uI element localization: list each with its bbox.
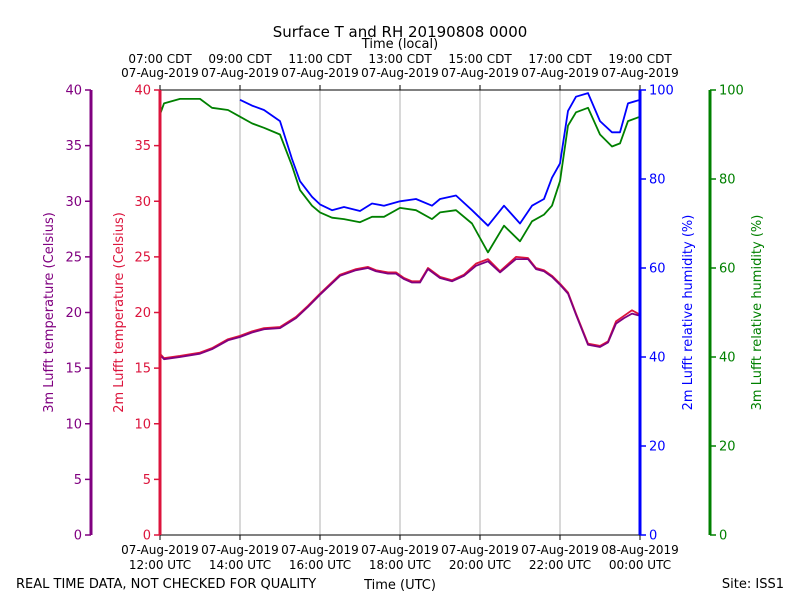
t2m-axis-tick-label: 40 — [134, 84, 151, 99]
x-tick-label-utc-time: 16:00 UTC — [289, 558, 351, 572]
rh2m-axis-tick-label: 40 — [649, 351, 666, 366]
chart-title: Surface T and RH 20190808 0000 — [273, 23, 528, 41]
quality-disclaimer: REAL TIME DATA, NOT CHECKED FOR QUALITY — [16, 577, 316, 592]
t2m-axis-tick-label: 5 — [143, 473, 151, 488]
x-tick-label-utc-date: 07-Aug-2019 — [121, 543, 199, 557]
x-tick-label-local-time: 07:00 CDT — [128, 52, 192, 66]
x-tick-label-local-date: 07-Aug-2019 — [441, 66, 519, 80]
series-line-t3m — [160, 258, 640, 361]
t3m-axis-tick-label: 5 — [74, 473, 82, 488]
x-tick-label-local-time: 15:00 CDT — [448, 52, 512, 66]
x-tick-label-local-date: 07-Aug-2019 — [281, 66, 359, 80]
bottom-axis-label: Time (UTC) — [363, 578, 436, 593]
x-tick-label-utc-time: 14:00 UTC — [209, 558, 271, 572]
rh3m-axis-tick-label: 60 — [719, 262, 736, 277]
rh2m-axis-tick-label: 80 — [649, 173, 666, 188]
t3m-axis-tick-label: 40 — [65, 84, 82, 99]
t2m-axis-tick-label: 10 — [134, 417, 151, 432]
x-tick-label-utc-date: 07-Aug-2019 — [361, 543, 439, 557]
rh3m-axis-tick-label: 80 — [719, 173, 736, 188]
rh3m-axis-label: 3m Lufft relative humidity (%) — [750, 215, 765, 411]
x-tick-label-local-time: 13:00 CDT — [368, 52, 432, 66]
t2m-axis-label: 2m Lufft temperature (Celsius) — [112, 212, 127, 413]
t3m-axis-tick-label: 35 — [65, 139, 82, 154]
x-tick-label-utc-time: 20:00 UTC — [449, 558, 511, 572]
t3m-axis-label: 3m Lufft temperature (Celsius) — [42, 212, 57, 413]
t2m-axis-tick-label: 20 — [134, 306, 151, 321]
rh2m-axis-tick-label: 0 — [649, 529, 657, 544]
x-tick-label-utc-time: 00:00 UTC — [609, 558, 671, 572]
rh2m-axis-label: 2m Lufft relative humidity (%) — [681, 215, 696, 411]
x-tick-label-utc-date: 07-Aug-2019 — [281, 543, 359, 557]
x-tick-label-local-time: 11:00 CDT — [288, 52, 352, 66]
x-tick-label-local-date: 07-Aug-2019 — [201, 66, 279, 80]
t2m-axis-tick-label: 25 — [134, 250, 151, 265]
x-tick-label-utc-date: 07-Aug-2019 — [521, 543, 599, 557]
rh3m-axis-tick-label: 40 — [719, 351, 736, 366]
x-tick-label-utc-date: 08-Aug-2019 — [601, 543, 679, 557]
x-tick-label-utc-time: 22:00 UTC — [529, 558, 591, 572]
x-tick-label-local-time: 09:00 CDT — [208, 52, 272, 66]
x-tick-label-utc-date: 07-Aug-2019 — [201, 543, 279, 557]
t3m-axis-tick-label: 15 — [65, 362, 82, 377]
series-line-rh2m — [239, 92, 640, 227]
t2m-axis-tick-label: 15 — [134, 362, 151, 377]
top-axis-label: Time (local) — [361, 37, 438, 52]
t2m-axis-tick-label: 35 — [134, 139, 151, 154]
x-tick-label-local-date: 07-Aug-2019 — [361, 66, 439, 80]
series-layer — [160, 92, 640, 361]
rh2m-axis-tick-label: 60 — [649, 262, 666, 277]
t3m-axis-tick-label: 25 — [65, 250, 82, 265]
t2m-axis-tick-label: 0 — [143, 529, 151, 544]
rh3m-axis-tick-label: 100 — [719, 84, 744, 99]
t3m-axis-tick-label: 30 — [65, 195, 82, 210]
x-tick-label-local-date: 07-Aug-2019 — [121, 66, 199, 80]
series-line-rh3m — [160, 98, 640, 254]
rh3m-axis-tick-label: 20 — [719, 440, 736, 455]
t3m-axis-tick-label: 20 — [65, 306, 82, 321]
t2m-axis-tick-label: 30 — [134, 195, 151, 210]
x-tick-label-local-time: 19:00 CDT — [608, 52, 672, 66]
x-tick-label-utc-date: 07-Aug-2019 — [441, 543, 519, 557]
rh3m-axis-tick-label: 0 — [719, 529, 727, 544]
x-tick-label-utc-time: 18:00 UTC — [369, 558, 431, 572]
site-label: Site: ISS1 — [722, 577, 784, 592]
rh2m-axis-tick-label: 100 — [649, 84, 674, 99]
rh2m-axis-tick-label: 20 — [649, 440, 666, 455]
t3m-axis-tick-label: 0 — [74, 529, 82, 544]
t3m-axis-tick-label: 10 — [65, 417, 82, 432]
x-tick-label-local-date: 07-Aug-2019 — [601, 66, 679, 80]
x-tick-label-utc-time: 12:00 UTC — [129, 558, 191, 572]
x-tick-label-local-date: 07-Aug-2019 — [521, 66, 599, 80]
x-tick-label-local-time: 17:00 CDT — [528, 52, 592, 66]
